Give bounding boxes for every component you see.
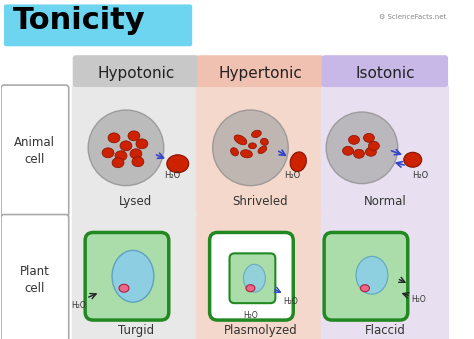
Ellipse shape — [136, 139, 148, 149]
FancyBboxPatch shape — [320, 214, 449, 339]
Text: Turgid: Turgid — [118, 324, 154, 337]
Ellipse shape — [260, 138, 268, 145]
Ellipse shape — [360, 285, 369, 292]
Ellipse shape — [112, 158, 124, 168]
Circle shape — [326, 112, 398, 184]
Ellipse shape — [354, 149, 365, 158]
FancyBboxPatch shape — [85, 233, 169, 320]
Text: H₂O: H₂O — [411, 295, 426, 304]
Ellipse shape — [112, 251, 154, 302]
FancyBboxPatch shape — [324, 233, 408, 320]
FancyBboxPatch shape — [322, 55, 448, 87]
Ellipse shape — [365, 147, 376, 156]
Text: Normal: Normal — [364, 195, 406, 207]
Ellipse shape — [102, 148, 114, 158]
Ellipse shape — [244, 264, 265, 292]
Ellipse shape — [130, 149, 142, 159]
FancyBboxPatch shape — [197, 55, 324, 87]
Text: H₂O: H₂O — [412, 171, 429, 180]
FancyBboxPatch shape — [72, 214, 200, 339]
Text: Hypotonic: Hypotonic — [97, 66, 174, 81]
Text: H₂O: H₂O — [283, 297, 298, 306]
Text: H₂O: H₂O — [164, 171, 180, 180]
Text: Lysed: Lysed — [119, 195, 153, 207]
Ellipse shape — [120, 141, 132, 151]
Text: Plant
cell: Plant cell — [20, 265, 50, 295]
Ellipse shape — [240, 150, 252, 158]
Text: H₂O: H₂O — [71, 301, 85, 310]
Ellipse shape — [246, 285, 255, 292]
FancyBboxPatch shape — [4, 4, 192, 46]
Ellipse shape — [404, 152, 422, 167]
Ellipse shape — [108, 133, 120, 143]
Text: Plasmolyzed: Plasmolyzed — [224, 324, 297, 337]
Ellipse shape — [364, 133, 374, 142]
Text: H₂O: H₂O — [243, 311, 258, 320]
FancyBboxPatch shape — [72, 84, 200, 218]
Ellipse shape — [128, 131, 140, 141]
Ellipse shape — [368, 141, 379, 150]
FancyBboxPatch shape — [229, 253, 275, 303]
Ellipse shape — [132, 157, 144, 167]
Ellipse shape — [248, 143, 256, 149]
Circle shape — [88, 110, 164, 186]
Ellipse shape — [348, 135, 359, 144]
Ellipse shape — [252, 130, 261, 138]
Ellipse shape — [119, 284, 129, 292]
FancyBboxPatch shape — [1, 85, 69, 217]
Ellipse shape — [115, 151, 127, 161]
Text: Shriveled: Shriveled — [233, 195, 288, 207]
Ellipse shape — [290, 152, 306, 172]
Circle shape — [213, 110, 288, 186]
Text: Isotonic: Isotonic — [355, 66, 415, 81]
FancyBboxPatch shape — [73, 55, 199, 87]
Text: H₂O: H₂O — [284, 171, 301, 180]
Ellipse shape — [230, 148, 238, 156]
Ellipse shape — [343, 146, 354, 155]
Ellipse shape — [167, 155, 189, 173]
FancyBboxPatch shape — [196, 214, 325, 339]
Ellipse shape — [234, 135, 247, 145]
Text: Animal
cell: Animal cell — [14, 136, 55, 166]
Text: Tonicity: Tonicity — [13, 6, 146, 35]
FancyBboxPatch shape — [210, 233, 293, 320]
FancyBboxPatch shape — [1, 215, 69, 339]
FancyBboxPatch shape — [320, 84, 449, 218]
Text: ⚙ ScienceFacts.net: ⚙ ScienceFacts.net — [379, 14, 447, 20]
Ellipse shape — [356, 256, 388, 294]
Text: Flaccid: Flaccid — [365, 324, 405, 337]
FancyBboxPatch shape — [196, 84, 325, 218]
Text: Hypertonic: Hypertonic — [219, 66, 302, 81]
Ellipse shape — [258, 146, 267, 154]
